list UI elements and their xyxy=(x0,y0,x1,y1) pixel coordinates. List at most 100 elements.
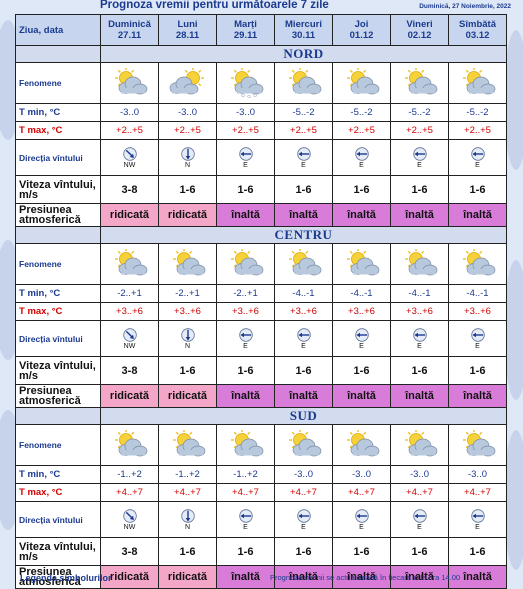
tmax-cell: +4..+7 xyxy=(216,483,275,502)
wind-arrow-icon xyxy=(122,147,137,161)
tmin-row: T min, °C -3..0 -3..0 -3..0 -5..-2 -5..-2 -5..… xyxy=(15,103,507,122)
speed-cell: 1-6 xyxy=(332,537,391,566)
region-row: NORD xyxy=(15,45,507,63)
speed-cell: 1-6 xyxy=(448,356,507,385)
sun-cloud-icon xyxy=(404,430,437,457)
tmin-cell: -1..+2 xyxy=(100,465,159,484)
pressure-cell: înaltă xyxy=(332,203,391,227)
direction-text: E xyxy=(243,343,248,350)
direction-cell: E xyxy=(332,501,391,538)
tmax-cell: +4..+7 xyxy=(332,483,391,502)
day-name: Luni xyxy=(177,19,198,30)
direction-cell: E xyxy=(216,320,275,357)
tmax-cell: +2..+5 xyxy=(100,121,159,140)
speed-cell: 1-6 xyxy=(390,537,449,566)
speed-row: Viteza vîntului, m/s 3-8 1-6 1-6 1-6 1-6 1-6 1-… xyxy=(15,537,507,566)
fenomene-cell xyxy=(100,424,159,466)
fenomene-row: Fenomene xyxy=(15,243,507,285)
title-bar: Prognoza vremii pentru următoarele 7 zil… xyxy=(0,0,523,13)
header-row: Ziua, data Duminică 27.11 Luni 28.11 Marți 29.… xyxy=(15,14,507,46)
direction-text: E xyxy=(417,343,422,350)
region-spacer xyxy=(15,407,101,425)
tmax-cell: +3..+6 xyxy=(332,302,391,321)
legend-link[interactable]: Legenda simbolurilor xyxy=(20,573,112,583)
wind-arrow-icon xyxy=(354,328,369,342)
fenomene-cell xyxy=(332,62,391,104)
speed-cell: 1-6 xyxy=(158,537,217,566)
wind-arrow-icon xyxy=(470,328,485,342)
fenomene-cell xyxy=(332,243,391,285)
fenomene-row: Fenomene xyxy=(15,424,507,466)
tmax-cell: +2..+5 xyxy=(216,121,275,140)
cloud-snow-icon xyxy=(230,68,263,98)
pressure-cell: înaltă xyxy=(274,384,333,408)
tmax-row: T max, °C +3..+6 +3..+6 +3..+6 +3..+6 +3..+6 +… xyxy=(15,302,507,321)
day-header: Marți 29.11 xyxy=(216,14,275,46)
tmax-cell: +3..+6 xyxy=(216,302,275,321)
fenomene-cell xyxy=(158,424,217,466)
tmin-cell: -4..-1 xyxy=(390,284,449,303)
fenomene-cell xyxy=(158,243,217,285)
fenomene-cell xyxy=(274,243,333,285)
direction-text: N xyxy=(184,524,191,531)
day-name: Vineri xyxy=(406,19,433,30)
tmin-cell: -5..-2 xyxy=(448,103,507,122)
speed-cell: 1-6 xyxy=(390,175,449,204)
pressure-cell: ridicată xyxy=(100,203,159,227)
sun-cloud-icon xyxy=(288,68,321,95)
pressure-cell: înaltă xyxy=(448,384,507,408)
speed-label: Viteza vîntului, m/s xyxy=(15,537,101,566)
sun-cloud-icon xyxy=(462,249,495,276)
fenomene-cell xyxy=(216,62,275,104)
tmin-cell: -3..0 xyxy=(274,465,333,484)
day-header: Joi 01.12 xyxy=(332,14,391,46)
speed-cell: 1-6 xyxy=(274,175,333,204)
tmin-cell: -4..-1 xyxy=(332,284,391,303)
tmin-cell: -5..-2 xyxy=(390,103,449,122)
tmin-label: T min, °C xyxy=(15,284,101,303)
fenomene-cell xyxy=(390,424,449,466)
day-name: Miercuri xyxy=(285,19,322,30)
speed-cell: 1-6 xyxy=(332,175,391,204)
tmax-cell: +2..+5 xyxy=(390,121,449,140)
fenomene-cell xyxy=(274,424,333,466)
sun-cloud-icon xyxy=(230,249,263,276)
direction-cell: E xyxy=(448,139,507,176)
tmax-cell: +4..+7 xyxy=(158,483,217,502)
fenomene-cell xyxy=(100,62,159,104)
tmin-cell: -2..+1 xyxy=(216,284,275,303)
wind-arrow-icon xyxy=(412,509,427,523)
pressure-cell: înaltă xyxy=(332,384,391,408)
tmin-cell: -2..+1 xyxy=(100,284,159,303)
speed-cell: 1-6 xyxy=(332,356,391,385)
fenomene-cell xyxy=(216,424,275,466)
direction-text: E xyxy=(359,343,364,350)
direction-text: E xyxy=(301,524,306,531)
current-date: Duminică, 27 Noiembrie, 2022 xyxy=(419,3,511,10)
region-name: SUD xyxy=(100,407,507,425)
sun-cloud-icon xyxy=(462,68,495,95)
tmin-cell: -3..0 xyxy=(448,465,507,484)
fenomene-cell xyxy=(158,62,217,104)
wind-arrow-icon xyxy=(354,509,369,523)
tmin-row: T min, °C -1..+2 -1..+2 -1..+2 -3..0 -3..0 -3.… xyxy=(15,465,507,484)
speed-cell: 1-6 xyxy=(158,356,217,385)
direction-cell: N xyxy=(158,139,217,176)
pressure-cell: înaltă xyxy=(216,565,275,589)
direction-cell: E xyxy=(390,320,449,357)
tmin-label: T min, °C xyxy=(15,103,101,122)
direction-cell: E xyxy=(448,320,507,357)
sun-cloud-icon xyxy=(346,68,379,95)
direction-text: NW xyxy=(123,162,136,169)
pressure-cell: înaltă xyxy=(448,203,507,227)
sun-cloud-icon xyxy=(288,430,321,457)
wind-arrow-icon xyxy=(180,509,195,523)
pressure-cell: ridicată xyxy=(158,384,217,408)
direction-row: Direcția vîntului NW N E E E E E xyxy=(15,139,507,176)
region-row: SUD xyxy=(15,407,507,425)
tmax-cell: +4..+7 xyxy=(448,483,507,502)
pressure-cell: înaltă xyxy=(216,203,275,227)
direction-cell: E xyxy=(332,320,391,357)
tmax-row: T max, °C +4..+7 +4..+7 +4..+7 +4..+7 +4..+7 +… xyxy=(15,483,507,502)
speed-label: Viteza vîntului, m/s xyxy=(15,356,101,385)
